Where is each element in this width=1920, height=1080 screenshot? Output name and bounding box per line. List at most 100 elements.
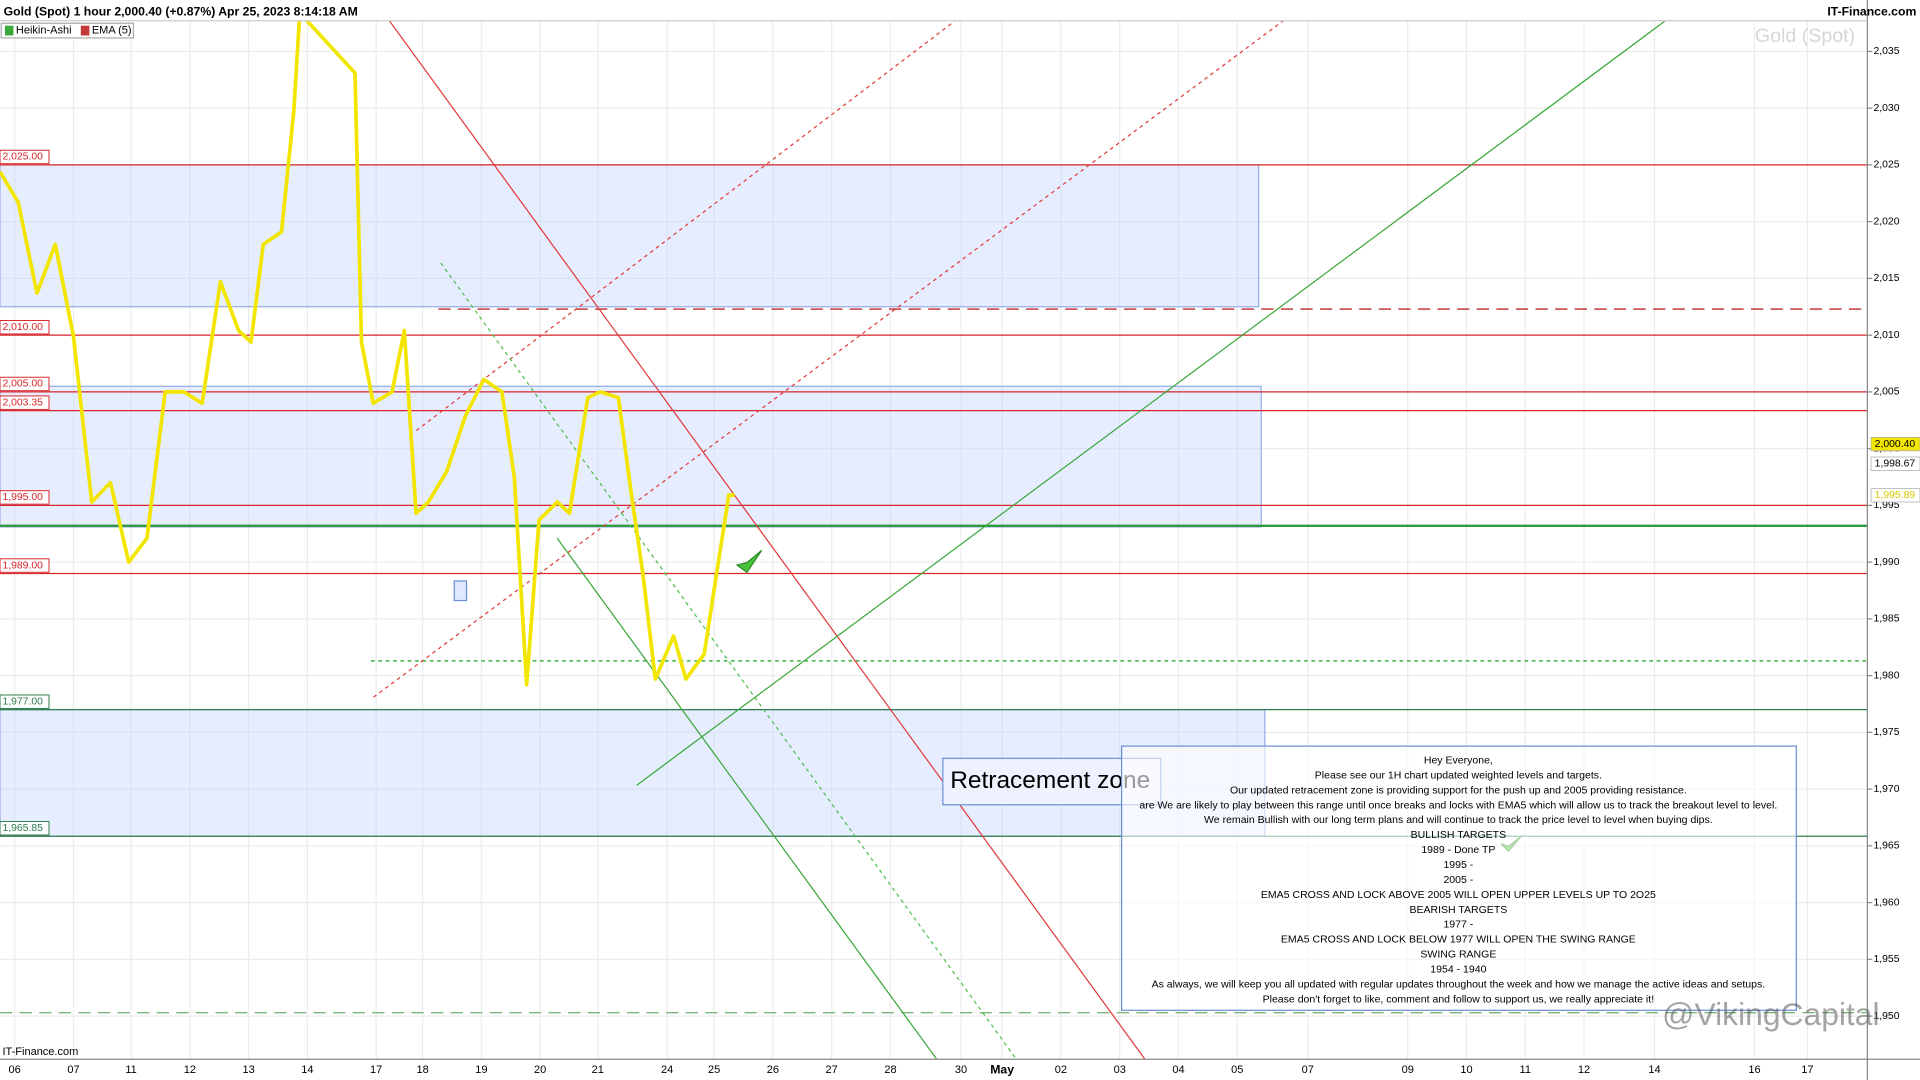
note-line: 1995 -	[1443, 859, 1473, 871]
x-tick-label: 09	[1402, 1064, 1414, 1076]
y-tick-label: 1,970	[1873, 784, 1899, 795]
x-tick-label: 13	[242, 1064, 254, 1076]
y-tick-label: 1,950	[1873, 1011, 1899, 1022]
handle: @VikingCapital	[1662, 996, 1879, 1032]
x-tick-label: 07	[1302, 1064, 1314, 1076]
level-label: 1,989.00	[2, 560, 43, 571]
y-tick-label: 2,030	[1873, 103, 1899, 114]
x-tick-label: 17	[370, 1064, 382, 1076]
level-tag	[0, 149, 50, 165]
zone	[0, 385, 1262, 528]
watermark: Gold (Spot)	[1755, 25, 1855, 47]
price-tag-label: 2,000.40	[1875, 439, 1916, 450]
y-tick-label: 1,985	[1873, 614, 1899, 625]
zone-label: Retracement zone	[950, 767, 1150, 794]
zone	[0, 164, 1260, 308]
trend-line	[556, 537, 938, 1060]
price-tag	[1870, 456, 1920, 471]
axes: 1,950 1,955 1,960 1,965 1,970 1,975 1,980 1,985…	[9, 46, 1920, 1076]
y-tick-label: 1,995	[1873, 500, 1899, 511]
x-tick-label: 18	[416, 1064, 428, 1076]
level-tag	[0, 376, 50, 392]
level-label: 1,977.00	[2, 696, 43, 707]
y-tick-label: 1,975	[1873, 727, 1899, 738]
x-tick-label: 21	[592, 1064, 604, 1076]
x-tick-label: 14	[301, 1064, 313, 1076]
level-label: 2,005.00	[2, 379, 43, 390]
note-box	[1121, 745, 1797, 1011]
header-title: Gold (Spot) 1 hour 2,000.40 (+0.87%) Apr…	[4, 4, 358, 18]
level-tag	[0, 319, 50, 335]
note-line: We remain Bullish with our long term pla…	[1204, 814, 1713, 826]
note-line: BULLISH TARGETS	[1411, 829, 1507, 841]
y-tick-label: 2,025	[1873, 160, 1899, 171]
x-tick-label: 30	[955, 1064, 967, 1076]
legend-swatch	[80, 25, 90, 36]
legend-label: EMA (5)	[92, 24, 132, 36]
y-tick-label: 1,960	[1873, 897, 1899, 908]
x-tick-label: 06	[9, 1064, 21, 1076]
price-tag-label: 1,998.67	[1875, 458, 1916, 469]
x-tick-label: 27	[826, 1064, 838, 1076]
trend-line	[415, 20, 956, 432]
y-tick-label: 1,955	[1873, 954, 1899, 965]
level-label: 1,965.85	[2, 823, 43, 834]
note-line: Please don't forget to like, comment and…	[1263, 993, 1655, 1005]
note-line: SWING RANGE	[1420, 949, 1496, 961]
legend-label: Heikin-Ashi	[16, 24, 72, 36]
note-line: 1989 - Done TP	[1421, 844, 1495, 856]
x-tick-label: 19	[475, 1064, 487, 1076]
x-tick-label: 02	[1055, 1064, 1067, 1076]
note-line: Our updated retracement zone is providin…	[1230, 784, 1687, 796]
y-tick-label: 1,965	[1873, 841, 1899, 852]
note: Hey Everyone, Please see our 1H chart upd…	[1139, 755, 1777, 1006]
series	[0, 20, 735, 687]
note-line: 2005 -	[1443, 874, 1473, 886]
level-tag	[0, 558, 50, 573]
level-tag	[0, 694, 50, 709]
note-line: Hey Everyone,	[1424, 755, 1493, 767]
footer-site: IT-Finance.com	[2, 1046, 78, 1058]
header-site: IT-Finance.com	[1827, 4, 1916, 18]
price-tag	[1870, 437, 1920, 452]
level-tag	[0, 821, 50, 836]
level-tag	[0, 395, 50, 410]
trend-line	[373, 20, 1284, 698]
x-tick-label: 16	[1748, 1064, 1760, 1076]
price-tag-label: 1,995.89	[1875, 490, 1916, 501]
x-tick-label: 07	[67, 1064, 79, 1076]
y-tick-label: 2,005	[1873, 387, 1899, 398]
level-label: 2,010.00	[2, 322, 43, 333]
y-tick-label: 2,015	[1873, 273, 1899, 284]
check-icon	[735, 549, 763, 574]
level-label: 2,003.35	[2, 397, 43, 408]
level-label: 2,025.00	[2, 152, 43, 163]
x-tick-label: 28	[884, 1064, 896, 1076]
trend-lines	[373, 20, 1666, 1060]
trend-line	[388, 20, 1146, 1060]
note-line: 1954 - 1940	[1430, 963, 1486, 975]
x-tick-label: 20	[534, 1064, 546, 1076]
note-line: are We are likely to play between this r…	[1139, 799, 1777, 811]
x-tick-label: 17	[1801, 1064, 1813, 1076]
legend-swatch	[4, 25, 14, 36]
note-line: BEARISH TARGETS	[1409, 904, 1507, 916]
level-tag	[0, 490, 50, 505]
trend-line	[440, 262, 1017, 1060]
x-tick-label: May	[990, 1062, 1014, 1076]
trend-line	[636, 20, 1666, 786]
x-tick-label: 26	[767, 1064, 779, 1076]
x-tick-label: 12	[1578, 1064, 1590, 1076]
x-tick-label: 14	[1648, 1064, 1660, 1076]
note-line: Please see our 1H chart updated weighted…	[1315, 769, 1602, 781]
x-tick-label: 03	[1114, 1064, 1126, 1076]
x-tick-label: 10	[1460, 1064, 1472, 1076]
x-tick-label: 12	[184, 1064, 196, 1076]
x-tick-label: 25	[708, 1064, 720, 1076]
x-tick-label: 11	[125, 1064, 136, 1076]
y-tick-label: 2,035	[1873, 46, 1899, 57]
note-line: 1977 -	[1443, 919, 1473, 931]
x-tick-label: 24	[661, 1064, 673, 1076]
